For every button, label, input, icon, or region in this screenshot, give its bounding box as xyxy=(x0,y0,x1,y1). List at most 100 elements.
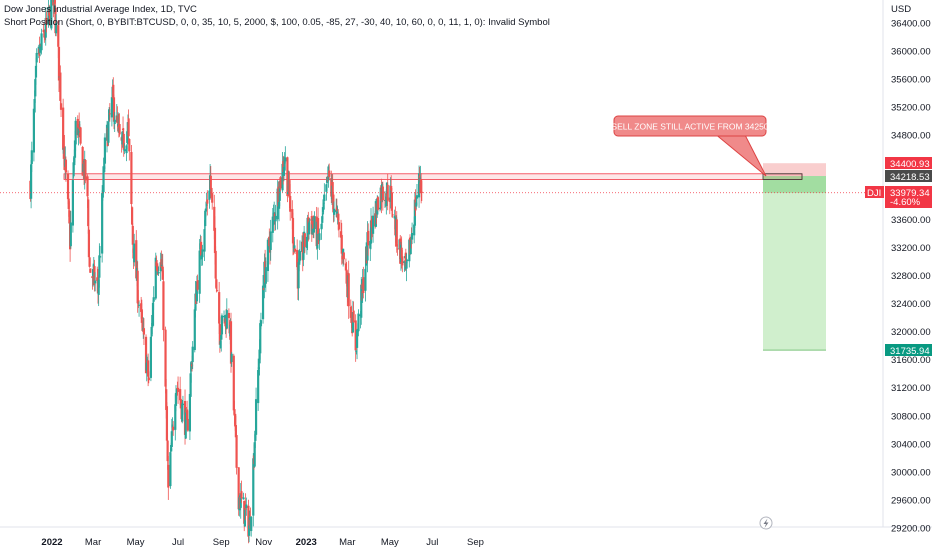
candle-body xyxy=(108,113,111,115)
candle-body xyxy=(254,430,257,441)
candle-body xyxy=(172,426,175,431)
stop-loss-zone[interactable] xyxy=(763,163,826,177)
candle-body xyxy=(74,120,77,145)
entry-box[interactable] xyxy=(762,173,803,180)
candle-body xyxy=(320,223,323,230)
candle-body xyxy=(196,280,199,290)
candle-body xyxy=(102,166,105,193)
current-price-badge: 33979.34-4.60% xyxy=(885,186,932,208)
candle-body xyxy=(219,340,222,349)
candle-body xyxy=(406,260,409,262)
candle-body xyxy=(59,72,62,101)
candle-body xyxy=(261,285,265,320)
candle-body xyxy=(235,435,238,468)
candle-body xyxy=(141,320,144,328)
candle-body xyxy=(337,222,341,230)
candle-body xyxy=(91,269,95,276)
candle-body xyxy=(366,232,369,261)
candle-body xyxy=(160,264,164,266)
candle-body xyxy=(274,215,277,222)
callout-box[interactable] xyxy=(613,115,767,137)
candle-body xyxy=(393,215,396,219)
candle-body xyxy=(417,173,421,198)
price-axis[interactable]: USD 36400.00 36000.00 35600.00 35200.00 34800… xyxy=(891,4,931,535)
take-profit-zone[interactable] xyxy=(763,176,826,351)
candle-body xyxy=(54,7,57,34)
candle-body xyxy=(278,181,281,201)
target-price-badge-text: 31735.94 xyxy=(890,346,930,357)
candle-body xyxy=(218,324,221,345)
candle-body xyxy=(174,392,178,406)
time-axis[interactable]: 2022 Mar May Jul Sep Nov 2023 Mar May Jul Sep xyxy=(41,537,483,548)
candle-body xyxy=(55,22,58,34)
x-tick-label: Jul xyxy=(172,537,184,548)
price-badges: 34400.93 34218.53 33979.34-4.60% DJI 31735.9… xyxy=(865,157,932,357)
callout-pointer[interactable] xyxy=(712,132,767,177)
candle-body xyxy=(302,252,305,260)
candle-body xyxy=(279,177,282,189)
y-tick-label: 30400.00 xyxy=(891,439,931,450)
candle-body xyxy=(79,127,82,144)
candle-body xyxy=(400,247,403,259)
candle-body xyxy=(325,184,328,192)
candle-body xyxy=(354,320,357,351)
candle-body xyxy=(211,193,214,203)
candle-body xyxy=(209,175,212,189)
candle-body xyxy=(215,290,219,292)
candle-body xyxy=(71,180,74,226)
candle-body xyxy=(154,257,157,299)
y-tick-label: 34800.00 xyxy=(891,131,931,142)
candle-body xyxy=(413,224,416,236)
candle-body xyxy=(206,199,209,204)
position-zones[interactable] xyxy=(63,163,826,351)
candle-body xyxy=(240,491,243,499)
lightning-icon-glyph[interactable] xyxy=(763,518,769,529)
candle-body xyxy=(68,210,71,224)
candle-body xyxy=(332,194,335,213)
y-tick-label: 29200.00 xyxy=(891,524,931,535)
candle-body xyxy=(305,236,309,248)
candle-body xyxy=(165,406,169,441)
lightning-icon[interactable] xyxy=(759,516,773,530)
candle-body xyxy=(121,131,124,145)
candle-body xyxy=(203,229,206,252)
sell-zone-rectangle[interactable] xyxy=(63,173,803,180)
candle-body xyxy=(161,266,164,280)
candle-body xyxy=(247,505,250,537)
candle-body xyxy=(257,367,260,369)
candle-body xyxy=(313,216,316,229)
candle-body xyxy=(395,219,398,247)
sell-zone-callout[interactable]: SELL ZONE STILL ACTIVE FROM 34250 xyxy=(611,115,769,177)
symbol-badge-bg xyxy=(865,186,884,198)
candle-body xyxy=(181,403,185,406)
candle-body xyxy=(103,137,107,164)
candle-body xyxy=(355,350,358,352)
y-tick-label: 32400.00 xyxy=(891,299,931,310)
candle-body xyxy=(93,266,96,286)
candle-body xyxy=(87,199,90,227)
candle-body xyxy=(264,267,267,284)
candle-body xyxy=(137,300,140,304)
candle-body xyxy=(33,98,36,113)
x-tick-label: May xyxy=(381,537,399,548)
candle-body xyxy=(34,65,38,78)
candle-body xyxy=(258,349,261,364)
candle-body xyxy=(150,326,153,337)
open-pnl-zone[interactable] xyxy=(763,176,826,193)
candle-body xyxy=(34,79,37,97)
candle-body xyxy=(243,508,247,527)
y-tick-label: 33600.00 xyxy=(891,215,931,226)
indicator-legend[interactable]: Short Position (Short, 0, BYBIT:BTCUSD, … xyxy=(4,17,550,28)
candle-body xyxy=(140,309,143,319)
candle-body xyxy=(370,219,373,228)
candle-body xyxy=(107,121,110,143)
candle-body xyxy=(248,525,251,536)
candle-body xyxy=(376,197,380,210)
candle-body xyxy=(410,233,414,240)
candle-body xyxy=(30,150,33,164)
candle-body xyxy=(282,166,286,176)
candle-body xyxy=(291,217,295,244)
candle-body xyxy=(239,493,242,508)
candle-body xyxy=(234,413,237,427)
